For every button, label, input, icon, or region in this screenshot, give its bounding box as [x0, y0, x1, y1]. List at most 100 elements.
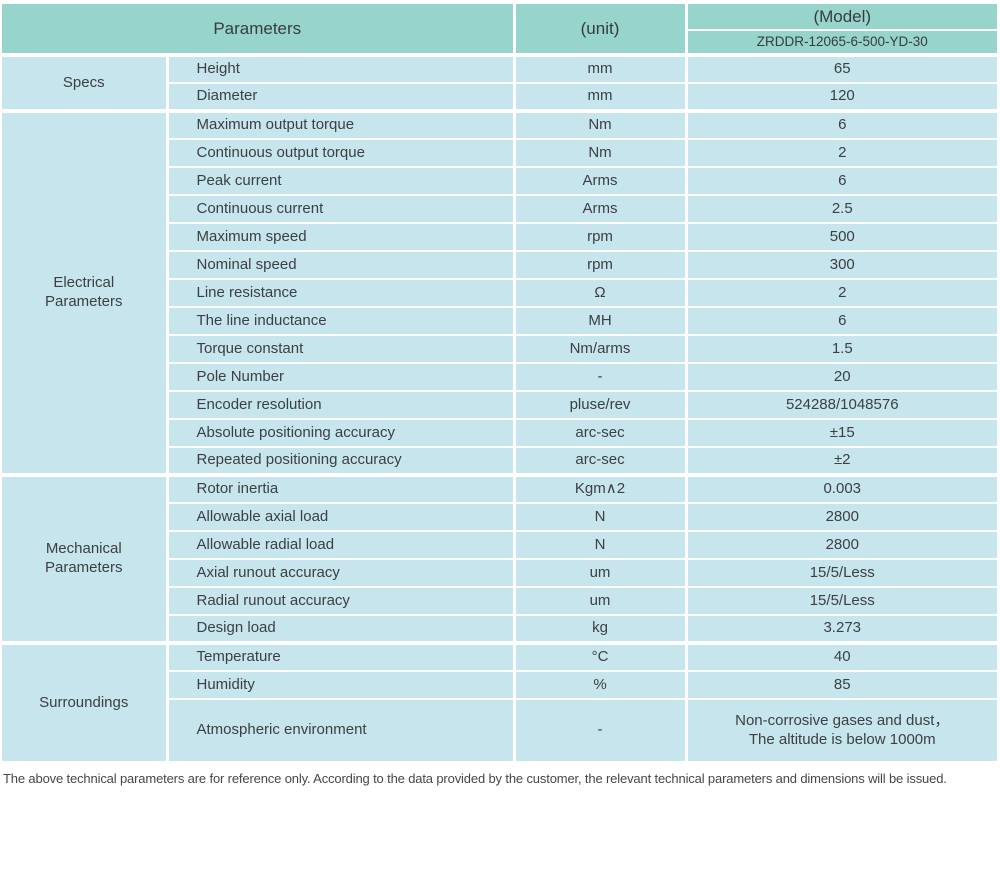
value-cell: 15/5/Less: [684, 586, 999, 616]
table-row: Absolute positioning accuracy arc-sec ±15: [2, 418, 999, 448]
value-cell: 2.5: [684, 194, 999, 224]
value-cell: 6: [684, 109, 999, 140]
unit-cell: -: [512, 362, 688, 392]
table-row: The line inductance MH 6: [2, 306, 999, 336]
value-cell: 0.003: [684, 473, 999, 504]
header-parameters: Parameters: [0, 3, 516, 57]
value-cell: 2: [684, 138, 999, 168]
param-cell: Pole Number: [165, 362, 516, 392]
param-cell: Allowable radial load: [165, 530, 516, 560]
table-row: Mechanical Parameters Rotor inertia Kgm∧2 0…: [0, 473, 999, 644]
unit-cell: mm: [512, 82, 688, 112]
param-cell: Maximum speed: [165, 222, 516, 252]
value-cell: 500: [684, 222, 999, 252]
unit-cell: Arms: [512, 194, 688, 224]
value-cell: 2: [684, 278, 999, 308]
param-cell: Temperature: [165, 641, 516, 672]
value-cell: 15/5/Less: [684, 558, 999, 588]
unit-cell: Nm: [512, 138, 688, 168]
category-cell: Surroundings: [0, 641, 169, 762]
category-cell: Electrical Parameters: [0, 109, 169, 476]
table-row: Continuous output torque Nm 2: [2, 138, 999, 168]
table-row: Torque constant Nm/arms 1.5: [2, 334, 999, 364]
value-line: Non-corrosive gases and dust，: [735, 711, 950, 729]
category-cell: Mechanical Parameters: [0, 473, 169, 644]
table-row: Line resistance Ω 2: [2, 278, 999, 308]
parameters-table: Parameters (unit) (Model) ZRDDR-12065-6-…: [0, 3, 999, 762]
param-cell: Design load: [165, 614, 516, 644]
section-specs: Specs Height mm 65 Diameter mm 120: [0, 53, 999, 112]
table-row: Allowable axial load N 2800: [2, 502, 999, 532]
unit-cell: um: [512, 586, 688, 616]
header-model: (Model): [684, 3, 999, 31]
value-cell: 300: [684, 250, 999, 280]
table-row: Encoder resolution pluse/rev 524288/104857…: [2, 390, 999, 420]
spec-sheet: Parameters (unit) (Model) ZRDDR-12065-6-…: [0, 3, 999, 786]
param-cell: Axial runout accuracy: [165, 558, 516, 588]
table-row: Repeated positioning accuracy arc-sec ±2: [2, 446, 999, 476]
param-cell: Peak current: [165, 166, 516, 196]
table-row: Radial runout accuracy um 15/5/Less: [2, 586, 999, 616]
unit-cell: N: [512, 502, 688, 532]
param-cell: Radial runout accuracy: [165, 586, 516, 616]
unit-cell: mm: [512, 53, 688, 84]
value-cell: 6: [684, 166, 999, 196]
unit-cell: %: [512, 670, 688, 700]
unit-cell: Kgm∧2: [512, 473, 688, 504]
value-cell: ±15: [684, 418, 999, 448]
table-row: Nominal speed rpm 300: [2, 250, 999, 280]
unit-cell: arc-sec: [512, 418, 688, 448]
table-row: Specs Height mm 65: [0, 53, 999, 112]
table-row: Electrical Parameters Maximum output torq…: [0, 109, 999, 476]
table-row: Design load kg 3.273: [2, 614, 999, 644]
table-header: Parameters (unit) (Model) ZRDDR-12065-6-…: [0, 3, 999, 57]
param-cell: The line inductance: [165, 306, 516, 336]
value-cell: 20: [684, 362, 999, 392]
footer-note: The above technical parameters are for r…: [3, 771, 947, 786]
unit-cell: Nm/arms: [512, 334, 688, 364]
value-cell: 2800: [684, 502, 999, 532]
param-cell: Nominal speed: [165, 250, 516, 280]
table-row: Continuous current Arms 2.5: [2, 194, 999, 224]
model-number-row: ZRDDR-12065-6-500-YD-30: [2, 29, 999, 57]
param-cell: Continuous output torque: [165, 138, 516, 168]
param-cell: Encoder resolution: [165, 390, 516, 420]
category-cell: Specs: [0, 53, 169, 112]
header-row: Parameters (unit) (Model): [0, 3, 999, 57]
table-row: Surroundings Temperature °C 40: [0, 641, 999, 762]
value-cell: 524288/1048576: [684, 390, 999, 420]
param-cell: Height: [165, 53, 516, 84]
table-row: Maximum speed rpm 500: [2, 222, 999, 252]
unit-cell: N: [512, 530, 688, 560]
value-cell: 3.273: [684, 614, 999, 644]
param-cell: Rotor inertia: [165, 473, 516, 504]
value-cell: 2800: [684, 530, 999, 560]
param-cell: Atmospheric environment: [165, 698, 516, 762]
param-cell: Repeated positioning accuracy: [165, 446, 516, 476]
param-cell: Humidity: [165, 670, 516, 700]
value-cell: Non-corrosive gases and dust， The altitud…: [684, 698, 999, 762]
unit-cell: rpm: [512, 222, 688, 252]
table-row: Pole Number -20: [2, 362, 999, 392]
section-mechanical-parameters: Mechanical Parameters Rotor inertia Kgm∧2 0…: [0, 473, 999, 644]
table-row: Atmospheric environment - Non-corrosive ga…: [2, 698, 999, 762]
table-row: Peak current Arms 6: [2, 166, 999, 196]
unit-cell: rpm: [512, 250, 688, 280]
param-cell: Absolute positioning accuracy: [165, 418, 516, 448]
value-line: The altitude is below 1000m: [748, 730, 936, 748]
value-cell: 85: [684, 670, 999, 700]
unit-cell: arc-sec: [512, 446, 688, 476]
table-row: Axial runout accuracy um 15/5/Less: [2, 558, 999, 588]
unit-cell: Arms: [512, 166, 688, 196]
param-cell: Maximum output torque: [165, 109, 516, 140]
param-cell: Continuous current: [165, 194, 516, 224]
value-cell: 120: [684, 82, 999, 112]
table-row: Humidity% 85: [2, 670, 999, 700]
param-cell: Diameter: [165, 82, 516, 112]
value-cell: 6: [684, 306, 999, 336]
param-cell: Allowable axial load: [165, 502, 516, 532]
value-cell: ±2: [684, 446, 999, 476]
unit-cell: MH: [512, 306, 688, 336]
param-cell: Line resistance: [165, 278, 516, 308]
section-surroundings: Surroundings Temperature °C 40 Humidity% 85 At…: [0, 641, 999, 762]
